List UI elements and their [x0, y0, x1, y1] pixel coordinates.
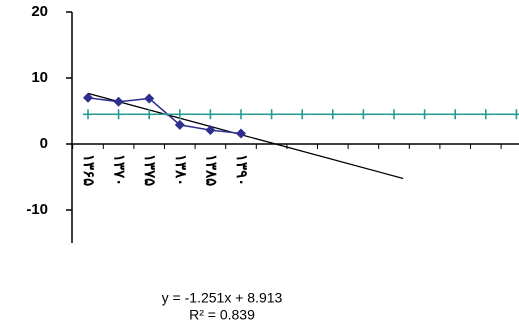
x-tick-label: ۱۳۹۰ — [233, 154, 250, 186]
marker — [297, 109, 308, 120]
x-tick-label: ۱۳۸۵ — [202, 154, 219, 186]
y-tick-label: 20 — [31, 3, 48, 20]
trendline — [87, 92, 404, 180]
marker — [511, 109, 519, 120]
marker — [83, 92, 93, 103]
x-tick-label: ۱۳۷۵ — [141, 154, 158, 186]
marker — [419, 109, 430, 120]
marker — [266, 109, 277, 120]
series-line — [87, 97, 242, 135]
marker — [236, 109, 246, 120]
y-tick-label: 10 — [31, 69, 48, 86]
marker — [144, 109, 155, 120]
x-tick-label: ۱۳۷۰ — [111, 154, 128, 186]
marker — [113, 96, 124, 107]
r-squared: R² = 0.839 — [189, 307, 255, 323]
trend-equation: y = -1.251x + 8.913 — [162, 290, 283, 306]
marker — [358, 109, 369, 120]
y-tick-label: -10 — [26, 201, 48, 218]
x-tick-label: ۱۳۸۰ — [172, 154, 189, 186]
marker — [205, 125, 216, 136]
marker — [174, 109, 185, 120]
marker — [174, 119, 185, 130]
marker — [83, 109, 93, 120]
marker — [205, 109, 216, 120]
marker — [480, 109, 491, 120]
marker — [389, 109, 399, 120]
marker — [113, 109, 124, 120]
marker — [327, 109, 338, 120]
marker — [144, 93, 155, 104]
marker — [236, 128, 246, 139]
marker — [450, 109, 461, 120]
y-tick-label: 0 — [40, 135, 48, 152]
x-tick-label: ۱۳۶۵ — [80, 154, 97, 186]
